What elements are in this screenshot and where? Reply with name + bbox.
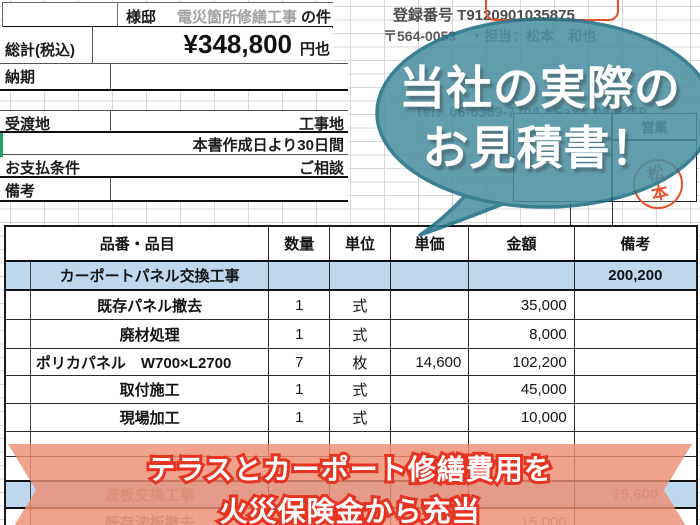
notes-label[interactable]: 備考	[5, 183, 36, 200]
table-header-row: 品番・品目 数量 単位 単価 金額 備考	[6, 227, 696, 262]
form-row-handover: 受渡地 工事地	[0, 110, 348, 133]
form-row-delivery: 納期	[0, 63, 348, 91]
total-unit-label[interactable]: 円也	[299, 41, 330, 58]
table-row: ポリカパネル W700×L2700 7 枚 14,600 102,200	[6, 349, 696, 376]
handover-value[interactable]: 工事地	[298, 116, 344, 133]
form-row-total: 総計(税込) ¥348,800 円也	[0, 27, 332, 63]
item-name-cell[interactable]: 取付施工	[31, 376, 270, 403]
form-lower-block: 受渡地 工事地 本書作成日より30日間 お支払条件 ご相談 備考	[0, 110, 348, 202]
row-indent-cell[interactable]	[6, 404, 31, 431]
table-row: 廃材処理 1 式 8,000	[6, 320, 696, 349]
unit-cell[interactable]: 式	[330, 404, 391, 431]
bubble-text: 当社の実際の お見積書！	[375, 58, 700, 178]
item-name-cell[interactable]: カーポートパネル交換工事	[31, 262, 270, 289]
unit-price-cell[interactable]	[391, 376, 470, 403]
amount-cell[interactable]: 35,000	[469, 291, 575, 319]
total-value[interactable]: ¥348,800	[183, 29, 292, 59]
ribbon-banner: テラスとカーポート修繕費用を 火災保険金から充当	[8, 444, 692, 525]
amount-cell[interactable]: 8,000	[469, 320, 575, 348]
table-header-cell[interactable]: 金額	[469, 227, 575, 260]
note-cell[interactable]	[575, 404, 696, 431]
amount-cell[interactable]: 10,000	[469, 404, 575, 431]
note-cell[interactable]	[575, 349, 696, 375]
row-indent-cell[interactable]	[6, 320, 31, 348]
row-indent-cell[interactable]	[6, 349, 31, 375]
form-row-notes: 備考	[0, 178, 348, 202]
delivery-label[interactable]: 納期	[5, 69, 36, 86]
row-indent-cell[interactable]	[6, 482, 31, 507]
table-row: 取付施工 1 式 45,000	[6, 376, 696, 404]
amount-cell[interactable]: 45,000	[469, 376, 575, 403]
unit-price-cell[interactable]	[391, 262, 470, 289]
table-row: カーポートパネル交換工事 200,200	[6, 262, 696, 291]
qty-cell[interactable]: 1	[269, 320, 331, 348]
qty-cell[interactable]: 7	[269, 349, 331, 375]
unit-price-cell[interactable]: 14,600	[391, 349, 470, 375]
unit-price-cell[interactable]	[391, 320, 470, 348]
table-header-cell[interactable]: 単価	[391, 227, 470, 260]
payment-value[interactable]: ご相談	[298, 160, 344, 177]
customer-suffix-label[interactable]: 様邸	[125, 9, 156, 26]
table-header-cell[interactable]: 備考	[620, 236, 651, 253]
sheet-tab-color-strip	[0, 133, 3, 157]
qty-cell[interactable]	[269, 262, 331, 289]
item-name-cell[interactable]: ポリカパネル W700×L2700	[31, 349, 270, 375]
note-cell[interactable]	[575, 291, 696, 319]
amount-cell[interactable]: 102,200	[469, 349, 575, 375]
table-header-cell[interactable]: 数量	[269, 227, 331, 260]
item-name-cell[interactable]: 現場加工	[31, 404, 270, 431]
item-name-cell[interactable]: 既存パネル撤去	[31, 291, 270, 319]
project-suffix-label[interactable]: の件	[300, 9, 331, 26]
item-name-cell[interactable]: 廃材処理	[31, 320, 270, 348]
qty-cell[interactable]: 1	[269, 404, 331, 431]
unit-price-cell[interactable]	[391, 404, 470, 431]
unit-price-cell[interactable]	[391, 291, 470, 319]
total-label[interactable]: 総計(税込)	[5, 42, 75, 59]
unit-cell[interactable]: 枚	[330, 349, 391, 375]
qty-cell[interactable]: 1	[269, 376, 331, 403]
table-header-cell[interactable]: 品番・品目	[6, 227, 270, 260]
table-row: 既存パネル撤去 1 式 35,000	[6, 291, 696, 320]
table-row: 現場加工 1 式 10,000	[6, 404, 696, 432]
ribbon-line2: 火災保険金から充当	[219, 496, 481, 525]
speech-bubble	[375, 17, 700, 237]
qty-cell[interactable]: 1	[269, 291, 331, 319]
row-indent-cell[interactable]	[6, 291, 31, 319]
bubble-line2: お見積書！	[422, 122, 658, 174]
form-row-project: 様邸 電災箇所修繕工事 の件	[2, 2, 333, 28]
note-cell[interactable]	[575, 320, 696, 348]
ribbon-line1: テラスとカーポート修繕費用を	[147, 454, 553, 485]
unit-cell[interactable]	[330, 262, 391, 289]
project-name-text[interactable]: 電災箇所修繕工事	[176, 9, 297, 26]
unit-cell[interactable]: 式	[330, 376, 391, 403]
note-cell[interactable]	[575, 376, 696, 403]
form-row-payment: お支払条件 ご相談	[0, 155, 348, 178]
handover-label[interactable]: 受渡地	[5, 116, 51, 133]
row-indent-cell[interactable]	[6, 262, 31, 289]
payment-label[interactable]: お支払条件	[5, 160, 81, 177]
form-row-validity: 本書作成日より30日間	[0, 133, 348, 155]
amount-cell[interactable]	[469, 262, 575, 289]
unit-cell[interactable]: 式	[330, 291, 391, 319]
table-header-cell[interactable]: 単位	[330, 227, 391, 260]
bubble-line1: 当社の実際の	[399, 62, 681, 114]
note-cell[interactable]: 200,200	[608, 267, 663, 284]
row-indent-cell[interactable]	[6, 376, 31, 403]
unit-cell[interactable]: 式	[330, 320, 391, 348]
validity-value[interactable]: 本書作成日より30日間	[192, 137, 344, 154]
